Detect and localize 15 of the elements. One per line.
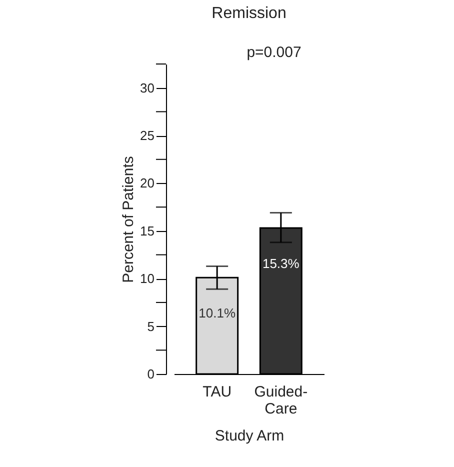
y-tick-label: 30 [140, 80, 154, 96]
y-axis-title: Percent of Patients [120, 156, 138, 283]
y-tick-label: 0 [147, 366, 154, 382]
chart-title: Remission [212, 5, 286, 22]
y-tick-label: 25 [140, 128, 154, 144]
y-tick-label: 5 [147, 318, 154, 334]
x-tick-label: Guided-Care [254, 384, 308, 418]
x-tick-label: TAU [202, 384, 232, 400]
data-label: 15.3% [262, 256, 300, 272]
y-tick-label: 15 [140, 223, 154, 238]
y-tick-label: 10 [140, 271, 154, 286]
x-axis-title: Study Arm [214, 428, 284, 444]
text: p=0.007 [246, 44, 302, 61]
y-tick-label: 20 [140, 176, 154, 191]
data-label: 10.1% [198, 306, 236, 321]
